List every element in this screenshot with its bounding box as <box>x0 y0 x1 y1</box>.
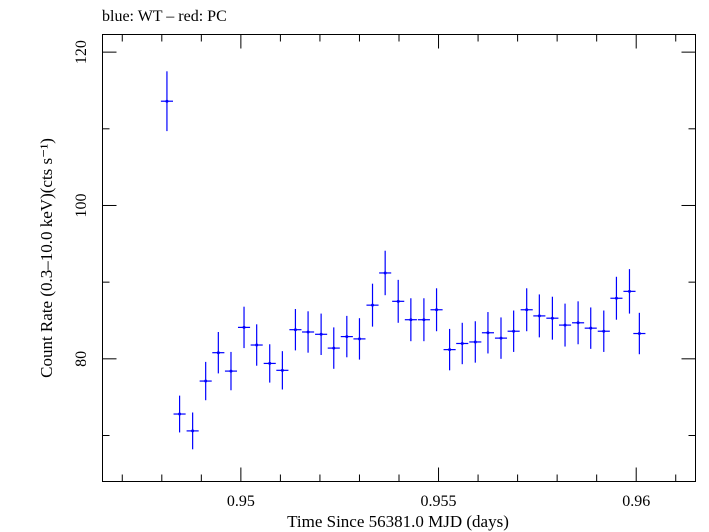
data-point <box>212 331 225 374</box>
data-marker <box>319 332 323 336</box>
data-point <box>404 298 417 342</box>
data-point <box>263 344 276 383</box>
data-point <box>623 269 636 314</box>
data-point <box>610 276 623 320</box>
data-point <box>289 308 302 351</box>
data-marker <box>448 348 452 352</box>
data-point <box>302 311 315 353</box>
plot-frame <box>102 34 696 482</box>
data-marker <box>383 271 387 275</box>
y-tick-label: 120 <box>73 40 90 64</box>
data-point <box>160 71 173 132</box>
data-marker <box>229 369 233 373</box>
data-point <box>276 351 289 390</box>
data-point <box>430 288 443 332</box>
data-point <box>456 322 469 365</box>
data-marker <box>306 330 310 334</box>
data-marker <box>576 321 580 325</box>
data-marker <box>435 308 439 312</box>
data-marker <box>614 296 618 300</box>
data-marker <box>396 299 400 303</box>
data-marker <box>178 412 182 416</box>
data-marker <box>512 329 516 333</box>
data-point <box>520 288 533 332</box>
data-point <box>597 310 610 352</box>
data-marker <box>602 329 606 333</box>
data-point <box>417 298 430 342</box>
data-marker <box>280 368 284 372</box>
data-marker <box>537 314 541 318</box>
data-point <box>199 361 212 401</box>
axis-tick-labels: 0.95 0.955 0.96 80 100 120 <box>73 40 650 510</box>
data-marker <box>486 331 490 335</box>
data-marker <box>473 340 477 344</box>
data-point <box>584 307 597 349</box>
data-marker <box>563 323 567 327</box>
data-marker <box>499 336 503 340</box>
y-tick-label: 100 <box>73 193 90 217</box>
x-axis-label: Time Since 56381.0 MJD (days) <box>287 512 509 531</box>
data-point <box>186 412 199 450</box>
x-tick-label: 0.95 <box>227 493 255 510</box>
data-marker <box>550 316 554 320</box>
axis-ticks <box>102 34 696 482</box>
y-axis-label: Count Rate (0.3–10.0 keV)(cts s⁻¹) <box>37 138 56 378</box>
data-point <box>469 321 482 363</box>
y-tick-label: 80 <box>73 351 90 367</box>
data-marker <box>525 308 529 312</box>
data-point <box>572 301 585 345</box>
data-marker <box>242 325 246 329</box>
data-marker <box>627 289 631 293</box>
data-point <box>507 310 520 352</box>
data-point <box>353 318 366 360</box>
data-points <box>160 71 646 450</box>
data-point <box>558 303 572 347</box>
data-marker <box>293 328 297 332</box>
chart-title: blue: WT – red: PC <box>102 8 227 25</box>
data-marker <box>422 318 426 322</box>
data-marker <box>332 346 336 350</box>
data-marker <box>268 361 272 365</box>
data-marker <box>371 303 375 307</box>
data-marker <box>409 318 413 322</box>
data-point <box>366 283 379 327</box>
data-point <box>315 313 328 355</box>
data-marker <box>255 343 259 347</box>
data-marker <box>165 99 169 103</box>
data-marker <box>345 335 349 339</box>
data-point <box>379 250 392 296</box>
data-marker <box>637 332 641 336</box>
data-point <box>173 395 186 433</box>
data-point <box>494 317 508 359</box>
data-point <box>327 327 340 369</box>
data-point <box>546 296 559 340</box>
data-marker <box>589 326 593 330</box>
data-point <box>443 328 456 371</box>
x-tick-label: 0.96 <box>622 493 650 510</box>
data-marker <box>460 341 464 345</box>
x-tick-label: 0.955 <box>421 493 457 510</box>
data-marker <box>191 429 195 433</box>
data-marker <box>204 379 208 383</box>
data-point <box>633 312 646 355</box>
data-marker <box>357 337 361 341</box>
data-point <box>392 279 405 323</box>
data-point <box>237 306 251 349</box>
data-marker <box>216 351 220 355</box>
data-point <box>481 312 494 354</box>
data-point <box>340 315 353 358</box>
data-point <box>250 324 263 366</box>
data-point <box>533 294 546 338</box>
data-point <box>224 351 238 391</box>
